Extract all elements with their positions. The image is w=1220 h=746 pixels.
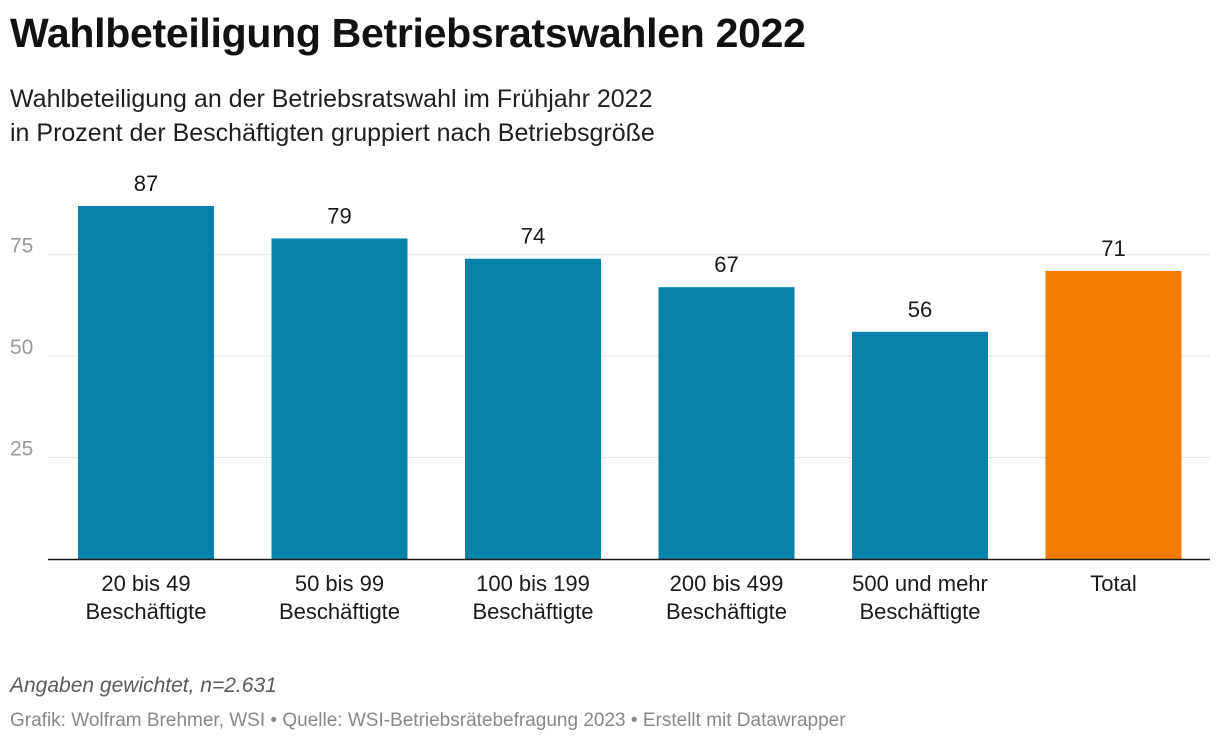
bar: [1045, 270, 1182, 559]
x-tick-label: Beschäftigte: [279, 599, 400, 624]
bar: [658, 287, 795, 559]
x-tick-label: Beschäftigte: [666, 599, 787, 624]
subtitle-line-1: Wahlbeteiligung an der Betriebsratswahl …: [10, 85, 653, 113]
bar: [78, 206, 214, 559]
data-label: 67: [714, 252, 738, 277]
x-axis: 20 bis 49 Beschäftigte 50 bis 99 Beschäftig…: [48, 558, 1210, 624]
credit-quelle: Quelle: WSI-Betriebsrätebefragung 2023: [282, 710, 626, 731]
y-tick-label: 50: [10, 336, 33, 359]
credit-grafik: Grafik: Wolfram Brehmer, WSI: [10, 710, 266, 731]
chart-note: Angaben gewichtet, n=2.631: [10, 674, 277, 697]
x-tick-label: 200 bis 499: [670, 571, 784, 596]
x-tick-label: 20 bis 49: [101, 571, 190, 596]
x-tick-label: Beschäftigte: [85, 599, 206, 624]
subtitle-line-2: in Prozent der Beschäftigten gruppiert n…: [10, 119, 655, 147]
data-label: 71: [1101, 236, 1125, 261]
x-tick-label: 50 bis 99: [295, 571, 384, 596]
x-tick-label: Beschäftigte: [859, 599, 980, 624]
chart-subtitle: Wahlbeteiligung an der Betriebsratswahl …: [10, 82, 655, 150]
y-tick-label: 25: [10, 438, 33, 461]
bar: [271, 238, 408, 559]
gridlines: 25 50 75: [10, 235, 1210, 461]
x-tick-label: 100 bis 199: [476, 571, 590, 596]
bar-chart: 25 50 75 87 79 74 67 56 71 20 bis 49 Beschäftigt…: [10, 171, 1210, 624]
y-tick-label: 75: [10, 235, 33, 258]
chart-title: Wahlbeteiligung Betriebsratswahlen 2022: [10, 10, 806, 56]
data-label: 56: [908, 297, 932, 322]
chart-credits: Grafik: Wolfram Brehmer, WSI • Quelle: W…: [10, 710, 846, 732]
data-label: 74: [521, 224, 545, 249]
bar: [465, 258, 601, 559]
credit-tool: Erstellt mit Datawrapper: [642, 710, 846, 731]
x-tick-label: Total: [1090, 571, 1136, 596]
credit-separator: •: [630, 710, 638, 731]
data-label: 79: [327, 203, 351, 228]
value-labels: 87 79 74 67 56 71: [134, 171, 1126, 322]
bar: [852, 331, 988, 559]
credit-separator: •: [270, 710, 278, 731]
x-tick-label: 500 und mehr: [852, 571, 988, 596]
x-tick-label: Beschäftigte: [472, 599, 593, 624]
data-label: 87: [134, 171, 158, 196]
bars: [78, 206, 1182, 559]
